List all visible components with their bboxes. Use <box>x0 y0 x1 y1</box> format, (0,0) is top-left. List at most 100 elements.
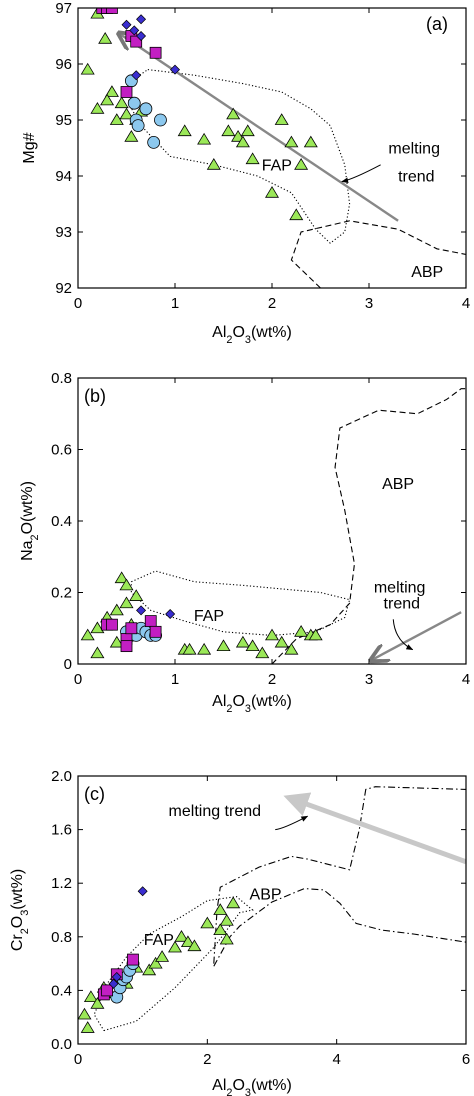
y-tick-label: 0.0 <box>51 1036 72 1053</box>
label-run: Mg# <box>21 132 38 163</box>
y-tick-label: 96 <box>55 56 72 73</box>
data-point-triangle <box>187 939 202 952</box>
data-point-triangle <box>155 950 170 962</box>
melting-trend-label-line2: trend <box>398 169 434 186</box>
abp-label: ABP <box>411 264 443 281</box>
data-point-square <box>149 46 162 59</box>
data-point-triangle <box>226 107 241 120</box>
data-point-triangle <box>216 639 231 652</box>
label-subscript: 2 <box>226 703 232 715</box>
data-point-triangle <box>206 158 221 170</box>
label-subscript: 3 <box>245 334 251 346</box>
data-point-triangle <box>274 635 289 648</box>
region-abp <box>290 220 466 288</box>
y-tick-label: 1.2 <box>51 875 72 892</box>
data-point-triangle <box>109 635 124 648</box>
data-point-triangle <box>197 642 212 655</box>
data-point-triangle <box>90 997 105 1009</box>
x-tick-label: 0 <box>74 671 82 688</box>
data-point-triangle <box>219 932 234 945</box>
label-run: (wt%) <box>9 869 26 910</box>
data-point-diamond <box>136 14 147 25</box>
data-point-triangle <box>289 208 304 221</box>
x-tick-label: 4 <box>462 671 470 688</box>
data-point-triangle <box>294 158 309 170</box>
data-point-triangle <box>213 923 228 935</box>
panel-label: (c) <box>84 784 105 804</box>
label-run: O(wt%) <box>19 481 36 534</box>
data-point-triangle <box>104 85 119 97</box>
data-point-diamond <box>165 608 176 619</box>
data-point-square <box>127 953 139 966</box>
data-point-square <box>120 640 133 653</box>
melting-trend-label: melting <box>388 141 440 158</box>
y-tick-label: 97 <box>55 0 72 17</box>
data-point-triangle <box>90 102 105 114</box>
label-subscript: 2 <box>19 928 31 934</box>
data-point-circle <box>131 119 145 132</box>
data-point-square <box>106 618 118 631</box>
y-tick-label: 0.8 <box>51 929 72 946</box>
data-point-triangle <box>197 132 212 145</box>
data-point-triangle <box>235 135 250 148</box>
data-point-diamond <box>111 972 122 982</box>
melting-trend-arrow <box>371 611 462 660</box>
plot-area <box>80 388 466 664</box>
melting-trend-label-line2: trend <box>384 596 420 613</box>
x-tick-label: 3 <box>365 671 373 688</box>
y-tick-label: 0.6 <box>51 442 72 459</box>
data-point-triangle <box>182 642 197 655</box>
data-point-circle <box>139 102 153 116</box>
data-point-triangle <box>274 113 289 125</box>
y-tick-label: 93 <box>55 224 72 241</box>
label-run: O <box>232 1077 244 1094</box>
data-point-triangle <box>80 1021 95 1033</box>
melting-trend-label: melting <box>374 580 426 597</box>
x-axis-label: Al2O3(wt%) <box>212 1077 292 1096</box>
data-point-triangle <box>114 96 129 109</box>
x-tick-label: 1 <box>171 671 179 688</box>
y-tick-label: 0.2 <box>51 585 72 602</box>
data-point-diamond <box>136 31 147 41</box>
data-point-square <box>144 615 157 627</box>
x-tick-label: 4 <box>332 1051 340 1068</box>
data-point-diamond <box>137 886 148 897</box>
data-point-circle <box>154 113 167 127</box>
data-point-triangle <box>308 628 323 641</box>
data-point-diamond <box>136 605 147 616</box>
data-point-triangle <box>119 107 134 120</box>
melting-trend-label: melting trend <box>169 803 261 820</box>
plot-frame <box>77 775 467 1045</box>
data-point-triangle <box>90 646 105 659</box>
data-point-triangle <box>284 135 299 148</box>
panel-label: (b) <box>84 386 106 406</box>
x-axis-label: Al2O3(wt%) <box>212 324 292 346</box>
data-point-square <box>149 625 162 638</box>
data-point-triangle <box>177 124 192 137</box>
data-point-triangle <box>245 152 260 165</box>
region-abp <box>271 388 466 664</box>
data-point-triangle <box>80 62 95 75</box>
panel-label: (a) <box>426 14 448 34</box>
data-point-diamond <box>170 64 180 75</box>
data-point-diamond <box>121 19 132 30</box>
label-run: O <box>9 916 26 928</box>
data-point-triangle <box>255 646 270 659</box>
data-point-square <box>101 984 113 997</box>
y-tick-label: 92 <box>55 280 72 297</box>
x-tick-label: 1 <box>171 295 179 312</box>
data-point-triangle <box>180 935 195 948</box>
data-point-triangle <box>80 628 95 641</box>
data-point-triangle <box>213 903 228 915</box>
trend-leader-arrow <box>341 164 381 184</box>
data-point-triangle <box>219 913 234 926</box>
label-subscript: 3 <box>245 1087 251 1096</box>
data-point-triangle <box>264 628 280 641</box>
label-run: (wt%) <box>251 324 292 341</box>
data-point-triangle <box>109 603 124 616</box>
y-tick-label: 0.4 <box>51 513 72 530</box>
x-tick-label: 4 <box>462 295 470 312</box>
label-subscript: 2 <box>226 334 232 346</box>
label-subscript: 3 <box>245 703 251 715</box>
data-point-triangle <box>235 635 250 648</box>
